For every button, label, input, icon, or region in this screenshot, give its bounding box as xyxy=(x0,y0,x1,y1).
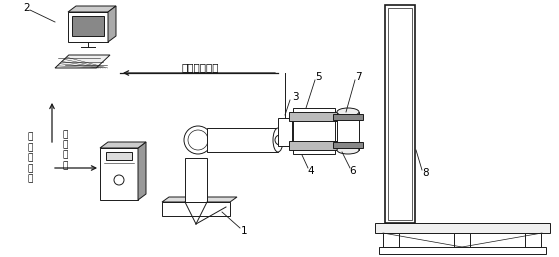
Circle shape xyxy=(275,135,285,145)
Bar xyxy=(383,233,399,247)
Ellipse shape xyxy=(273,128,283,152)
Bar xyxy=(278,118,292,146)
Bar xyxy=(289,112,339,121)
Bar xyxy=(293,108,335,154)
Polygon shape xyxy=(55,55,110,68)
Circle shape xyxy=(184,126,212,154)
Text: 7: 7 xyxy=(355,72,361,82)
Circle shape xyxy=(188,130,208,150)
Polygon shape xyxy=(162,197,237,202)
Bar xyxy=(72,16,104,36)
Text: 4: 4 xyxy=(307,166,314,176)
Polygon shape xyxy=(68,6,116,12)
Ellipse shape xyxy=(337,146,359,154)
Polygon shape xyxy=(100,142,146,148)
Bar xyxy=(333,114,363,120)
Bar xyxy=(379,247,546,254)
Bar xyxy=(525,233,541,247)
Text: 1: 1 xyxy=(241,226,247,236)
Bar xyxy=(100,148,138,200)
Text: 力传感器数据: 力传感器数据 xyxy=(181,62,219,72)
Bar xyxy=(333,142,363,148)
Polygon shape xyxy=(108,6,116,42)
Bar xyxy=(454,233,470,247)
Bar xyxy=(375,223,550,233)
Text: 8: 8 xyxy=(423,168,429,178)
Text: 6: 6 xyxy=(350,166,356,176)
Bar xyxy=(388,8,412,220)
Circle shape xyxy=(114,175,124,185)
Bar xyxy=(207,128,278,152)
Text: 控
制
指
令: 控 制 指 令 xyxy=(62,130,68,170)
Bar xyxy=(68,12,108,42)
Bar xyxy=(385,5,415,223)
Bar xyxy=(337,112,359,150)
Ellipse shape xyxy=(337,108,359,116)
Text: 2: 2 xyxy=(23,3,30,13)
Text: 5: 5 xyxy=(315,72,321,82)
Polygon shape xyxy=(138,142,146,200)
Bar xyxy=(289,141,339,150)
Text: 3: 3 xyxy=(292,92,299,102)
Bar xyxy=(162,202,230,216)
Text: 机
器
人
状
态: 机 器 人 状 态 xyxy=(27,133,32,183)
Bar xyxy=(106,152,132,160)
Bar xyxy=(185,158,207,202)
